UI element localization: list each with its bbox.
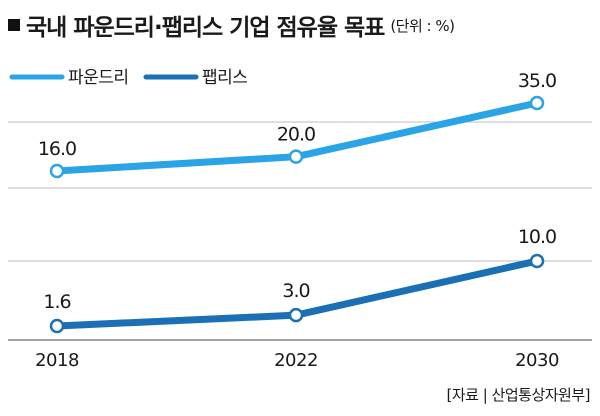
x-tick-label-2030: 2030 <box>515 350 559 371</box>
data-label-fabless-2022: 3.0 <box>282 280 309 302</box>
chart-title-row: 국내 파운드리·팹리스 기업 점유율 목표 (단위 : %) <box>8 8 455 42</box>
data-label-foundry-2018: 16.0 <box>38 138 76 160</box>
source-credit: [자료 | 산업통상자원부] <box>446 386 591 404</box>
legend-label-fabless: 팹리스 <box>202 68 247 88</box>
data-label-foundry-2022: 20.0 <box>277 124 315 146</box>
data-label-fabless-2030: 10.0 <box>518 226 556 248</box>
chart-title: 국내 파운드리·팹리스 기업 점유율 목표 <box>26 15 385 41</box>
x-tick-label-2018: 2018 <box>35 350 79 371</box>
unit-label: (단위 : %) <box>390 16 455 35</box>
data-point-foundry-2022 <box>288 149 304 164</box>
data-point-fabless-2030 <box>529 253 545 269</box>
data-point-foundry-2018 <box>49 163 65 179</box>
data-label-fabless-2018: 1.6 <box>43 291 70 313</box>
x-tick-label-2022: 2022 <box>274 350 318 371</box>
data-point-foundry-2030 <box>529 95 545 111</box>
data-point-fabless-2022 <box>288 307 304 323</box>
data-label-foundry-2030: 35.0 <box>518 70 556 92</box>
data-point-fabless-2018 <box>49 318 65 334</box>
legend-label-foundry: 파운드리 <box>68 68 129 88</box>
title-bullet-icon <box>8 19 20 31</box>
